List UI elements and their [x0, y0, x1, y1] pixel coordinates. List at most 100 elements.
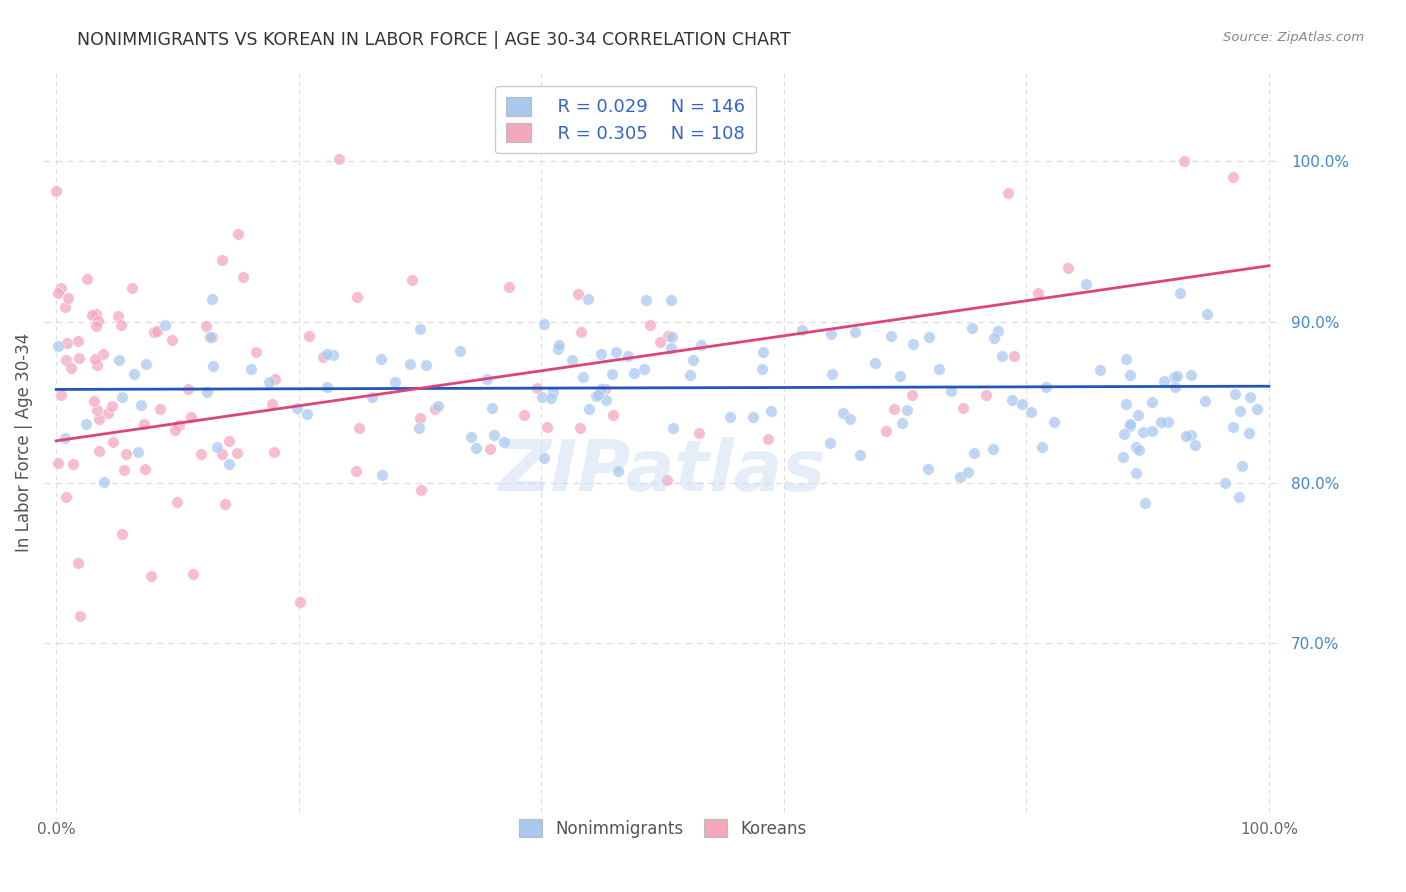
Point	[1126, 408, 1149, 422]
Point	[742, 409, 765, 424]
Point	[218, 457, 240, 471]
Point	[1232, 459, 1254, 474]
Point	[56, 291, 79, 305]
Point	[616, 349, 638, 363]
Point	[576, 292, 599, 306]
Point	[1213, 475, 1236, 490]
Point	[465, 441, 488, 455]
Point	[540, 391, 562, 405]
Point	[547, 343, 569, 357]
Point	[498, 279, 520, 293]
Point	[1150, 415, 1173, 429]
Point	[1153, 374, 1175, 388]
Point	[398, 358, 420, 372]
Point	[361, 390, 384, 404]
Point	[226, 227, 249, 242]
Point	[263, 445, 285, 459]
Point	[111, 527, 134, 541]
Point	[245, 344, 267, 359]
Point	[1001, 393, 1024, 408]
Point	[818, 436, 841, 450]
Point	[69, 608, 91, 623]
Point	[288, 595, 311, 609]
Point	[1140, 394, 1163, 409]
Point	[531, 390, 554, 404]
Point	[1111, 450, 1133, 464]
Point	[1168, 286, 1191, 301]
Point	[983, 331, 1005, 345]
Point	[568, 421, 591, 435]
Point	[46, 456, 69, 470]
Point	[135, 357, 157, 371]
Point	[1180, 427, 1202, 442]
Point	[201, 330, 224, 344]
Point	[214, 497, 236, 511]
Point	[679, 368, 702, 383]
Point	[655, 473, 678, 487]
Point	[792, 323, 814, 337]
Point	[1166, 369, 1188, 384]
Point	[60, 360, 83, 375]
Point	[990, 349, 1012, 363]
Point	[298, 328, 321, 343]
Point	[917, 462, 939, 476]
Point	[1043, 416, 1066, 430]
Point	[62, 457, 84, 471]
Point	[384, 375, 406, 389]
Point	[53, 431, 76, 445]
Point	[939, 384, 962, 399]
Point	[149, 401, 172, 416]
Point	[226, 446, 249, 460]
Point	[1002, 349, 1025, 363]
Point	[896, 403, 918, 417]
Point	[311, 351, 333, 365]
Legend: Nonimmigrants, Koreans: Nonimmigrants, Koreans	[512, 813, 813, 844]
Point	[67, 351, 90, 366]
Point	[997, 186, 1019, 201]
Point	[956, 466, 979, 480]
Point	[589, 382, 612, 396]
Point	[1246, 401, 1268, 416]
Point	[370, 352, 392, 367]
Point	[264, 372, 287, 386]
Point	[86, 314, 108, 328]
Point	[1076, 277, 1098, 291]
Point	[415, 358, 437, 372]
Point	[160, 333, 183, 347]
Point	[1115, 397, 1137, 411]
Point	[1056, 260, 1078, 275]
Point	[659, 341, 682, 355]
Point	[146, 324, 169, 338]
Point	[1223, 386, 1246, 401]
Point	[605, 345, 627, 359]
Point	[1118, 418, 1140, 433]
Point	[585, 389, 607, 403]
Point	[661, 329, 683, 343]
Point	[1119, 417, 1142, 431]
Point	[949, 470, 972, 484]
Point	[260, 397, 283, 411]
Point	[211, 447, 233, 461]
Point	[316, 347, 339, 361]
Point	[848, 448, 870, 462]
Point	[571, 325, 593, 339]
Point	[1163, 369, 1185, 384]
Point	[1035, 380, 1057, 394]
Point	[533, 317, 555, 331]
Point	[1128, 442, 1150, 457]
Point	[1019, 404, 1042, 418]
Point	[449, 343, 471, 358]
Point	[201, 292, 224, 306]
Point	[401, 273, 423, 287]
Point	[1088, 363, 1111, 377]
Point	[346, 290, 368, 304]
Point	[129, 398, 152, 412]
Point	[494, 435, 516, 450]
Point	[901, 337, 924, 351]
Point	[285, 401, 308, 416]
Text: NONIMMIGRANTS VS KOREAN IN LABOR FORCE | AGE 30-34 CORRELATION CHART: NONIMMIGRANTS VS KOREAN IN LABOR FORCE |…	[77, 31, 792, 49]
Point	[408, 421, 430, 435]
Point	[93, 347, 115, 361]
Point	[718, 410, 741, 425]
Point	[478, 442, 501, 456]
